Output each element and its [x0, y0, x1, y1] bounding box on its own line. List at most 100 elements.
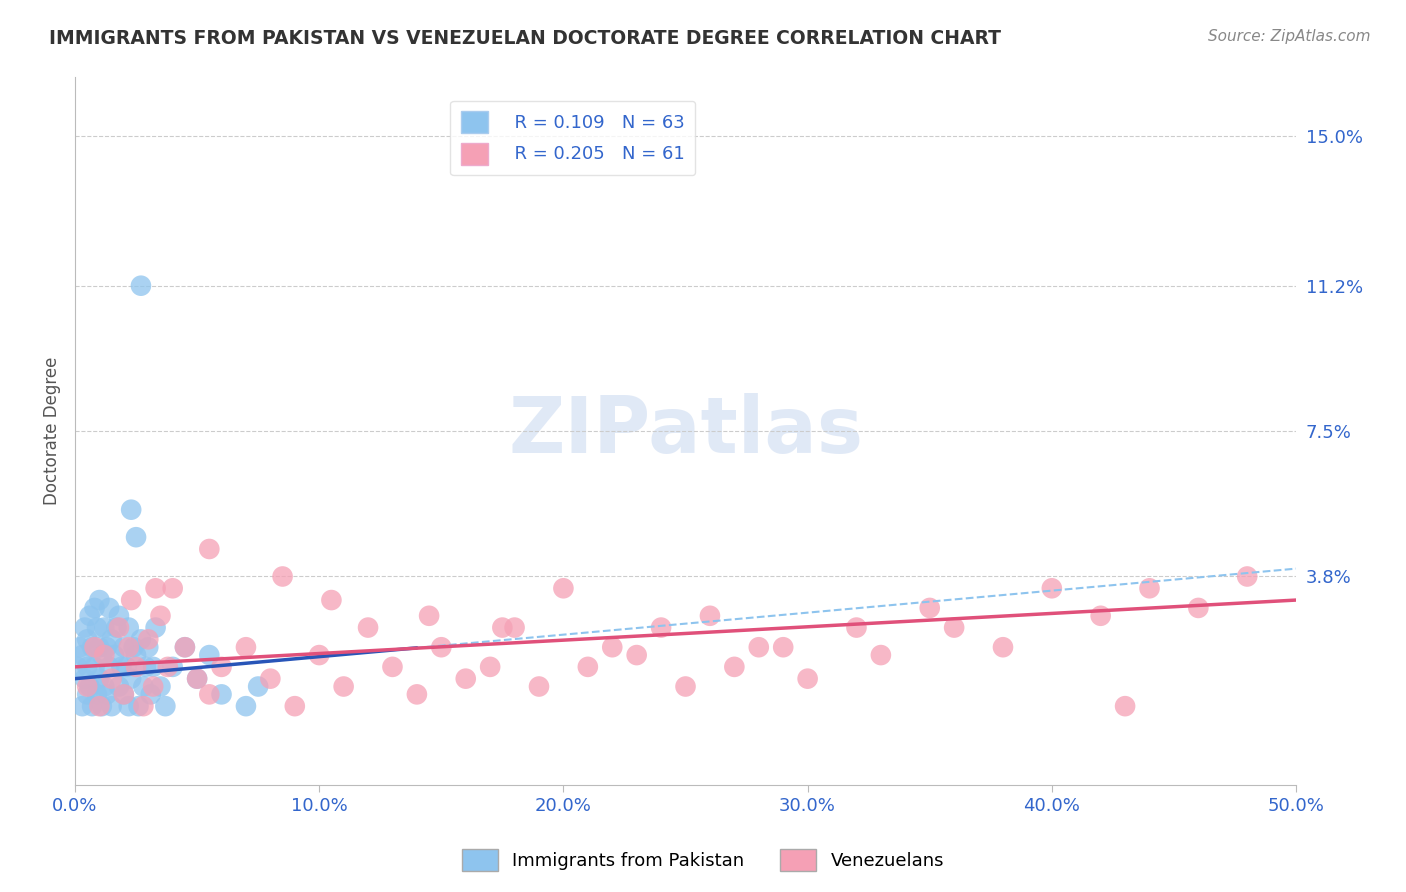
Point — [155, 699, 177, 714]
Point — [69, 640, 91, 655]
Point — [76, 632, 98, 647]
Point — [98, 660, 121, 674]
Point — [100, 632, 122, 647]
Point — [1040, 582, 1063, 596]
Point — [93, 680, 115, 694]
Point — [406, 687, 429, 701]
Point — [174, 640, 197, 655]
Point — [1090, 608, 1112, 623]
Point — [162, 660, 184, 674]
Point — [1187, 601, 1209, 615]
Point — [89, 593, 111, 607]
Point — [89, 699, 111, 714]
Point — [103, 648, 125, 662]
Point — [162, 582, 184, 596]
Point — [89, 672, 111, 686]
Point — [991, 640, 1014, 655]
Point — [108, 608, 131, 623]
Point — [128, 699, 150, 714]
Point — [83, 660, 105, 674]
Point — [115, 660, 138, 674]
Point — [82, 699, 104, 714]
Point — [845, 621, 868, 635]
Point — [108, 680, 131, 694]
Point — [723, 660, 745, 674]
Point — [118, 699, 141, 714]
Point — [136, 640, 159, 655]
Point — [96, 640, 118, 655]
Point — [149, 608, 172, 623]
Point — [1236, 569, 1258, 583]
Point — [125, 530, 148, 544]
Point — [186, 672, 208, 686]
Point — [142, 680, 165, 694]
Point — [198, 687, 221, 701]
Point — [553, 582, 575, 596]
Point — [132, 699, 155, 714]
Point — [110, 660, 132, 674]
Point — [675, 680, 697, 694]
Point — [136, 632, 159, 647]
Point — [454, 672, 477, 686]
Point — [357, 621, 380, 635]
Point — [72, 648, 94, 662]
Point — [211, 687, 233, 701]
Point — [125, 648, 148, 662]
Point — [576, 660, 599, 674]
Point — [93, 648, 115, 662]
Point — [381, 660, 404, 674]
Point — [600, 640, 623, 655]
Point — [332, 680, 354, 694]
Point — [96, 687, 118, 701]
Point — [503, 621, 526, 635]
Point — [105, 621, 128, 635]
Text: ZIPatlas: ZIPatlas — [508, 393, 863, 469]
Point — [259, 672, 281, 686]
Point — [430, 640, 453, 655]
Point — [235, 699, 257, 714]
Point — [72, 699, 94, 714]
Point — [79, 608, 101, 623]
Point — [235, 640, 257, 655]
Point — [125, 660, 148, 674]
Point — [198, 541, 221, 556]
Point — [918, 601, 941, 615]
Point — [120, 593, 142, 607]
Point — [142, 660, 165, 674]
Point — [79, 680, 101, 694]
Point — [90, 699, 112, 714]
Point — [650, 621, 672, 635]
Point — [108, 621, 131, 635]
Point — [90, 648, 112, 662]
Point — [76, 687, 98, 701]
Point — [93, 621, 115, 635]
Point — [211, 660, 233, 674]
Point — [699, 608, 721, 623]
Point — [796, 672, 818, 686]
Point — [98, 601, 121, 615]
Point — [247, 680, 270, 694]
Point — [83, 601, 105, 615]
Point — [174, 640, 197, 655]
Point — [156, 660, 179, 674]
Point — [89, 640, 111, 655]
Point — [129, 632, 152, 647]
Point — [198, 648, 221, 662]
Point — [772, 640, 794, 655]
Point — [491, 621, 513, 635]
Point — [284, 699, 307, 714]
Point — [186, 672, 208, 686]
Point — [479, 660, 502, 674]
Point — [100, 699, 122, 714]
Point — [82, 640, 104, 655]
Point — [321, 593, 343, 607]
Text: IMMIGRANTS FROM PAKISTAN VS VENEZUELAN DOCTORATE DEGREE CORRELATION CHART: IMMIGRANTS FROM PAKISTAN VS VENEZUELAN D… — [49, 29, 1001, 47]
Point — [83, 640, 105, 655]
Point — [145, 621, 167, 635]
Point — [527, 680, 550, 694]
Point — [118, 621, 141, 635]
Legend:   R = 0.109   N = 63,   R = 0.205   N = 61: R = 0.109 N = 63, R = 0.205 N = 61 — [450, 101, 696, 176]
Point — [112, 687, 135, 701]
Point — [308, 648, 330, 662]
Point — [86, 621, 108, 635]
